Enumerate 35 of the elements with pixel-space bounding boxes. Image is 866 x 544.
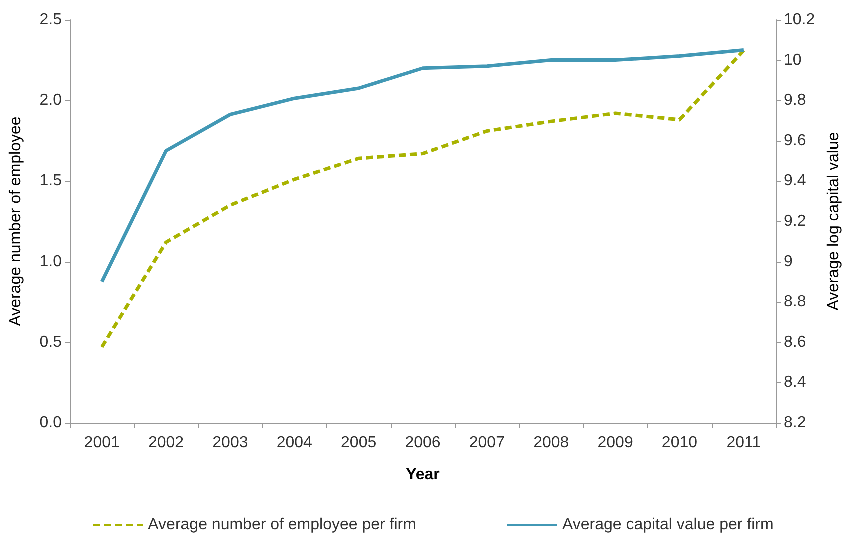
x-tick-label: 2004: [276, 434, 313, 452]
y2-tick-label: 9: [784, 253, 793, 270]
y2-tick-label: 8.8: [784, 294, 806, 311]
x-tick-label: 2005: [341, 434, 377, 452]
x-tick-label: 2008: [534, 434, 570, 452]
y2-tick-label: 8.2: [784, 414, 806, 432]
x-tick-label: 2006: [405, 434, 441, 452]
y-axis-title: Average number of employee: [8, 116, 24, 326]
y2-tick-label: 10: [784, 52, 802, 69]
y-tick-label: 1.0: [40, 253, 62, 270]
y-tick-label: 0.0: [40, 414, 62, 432]
y-tick-label: 2.5: [40, 12, 62, 28]
x-tick-label: 2009: [598, 434, 634, 452]
line-series: [100, 48, 746, 284]
y-tick-label: 1.5: [40, 172, 62, 190]
x-axis-title: Year: [406, 466, 440, 484]
legend-label: Average capital value per firm: [562, 516, 774, 534]
y2-tick-label: 8.4: [784, 374, 806, 392]
y2-axis-title: Average log capital value: [826, 132, 843, 311]
x-tick-label: 2007: [469, 434, 506, 452]
x-tick-label: 2010: [662, 434, 698, 452]
y2-tick-label: 9.8: [784, 92, 806, 110]
line-series: [100, 48, 746, 349]
y-tick-label: 0.5: [40, 334, 62, 351]
x-tick-label: 2001: [84, 434, 120, 452]
y2-tick-label: 8.6: [784, 334, 806, 351]
x-tick-label: 2002: [148, 434, 184, 452]
y2-tick-label: 9.2: [784, 213, 806, 230]
y2-tick-label: 9.4: [784, 172, 806, 190]
legend-label: Average number of employee per firm: [148, 516, 416, 534]
y2-tick-label: 9.6: [784, 132, 806, 150]
y2-tick-label: 10.2: [784, 12, 816, 28]
y-tick-label: 2.0: [40, 92, 62, 110]
x-tick-label: 2011: [726, 434, 762, 452]
x-tick-label: 2003: [212, 434, 248, 452]
